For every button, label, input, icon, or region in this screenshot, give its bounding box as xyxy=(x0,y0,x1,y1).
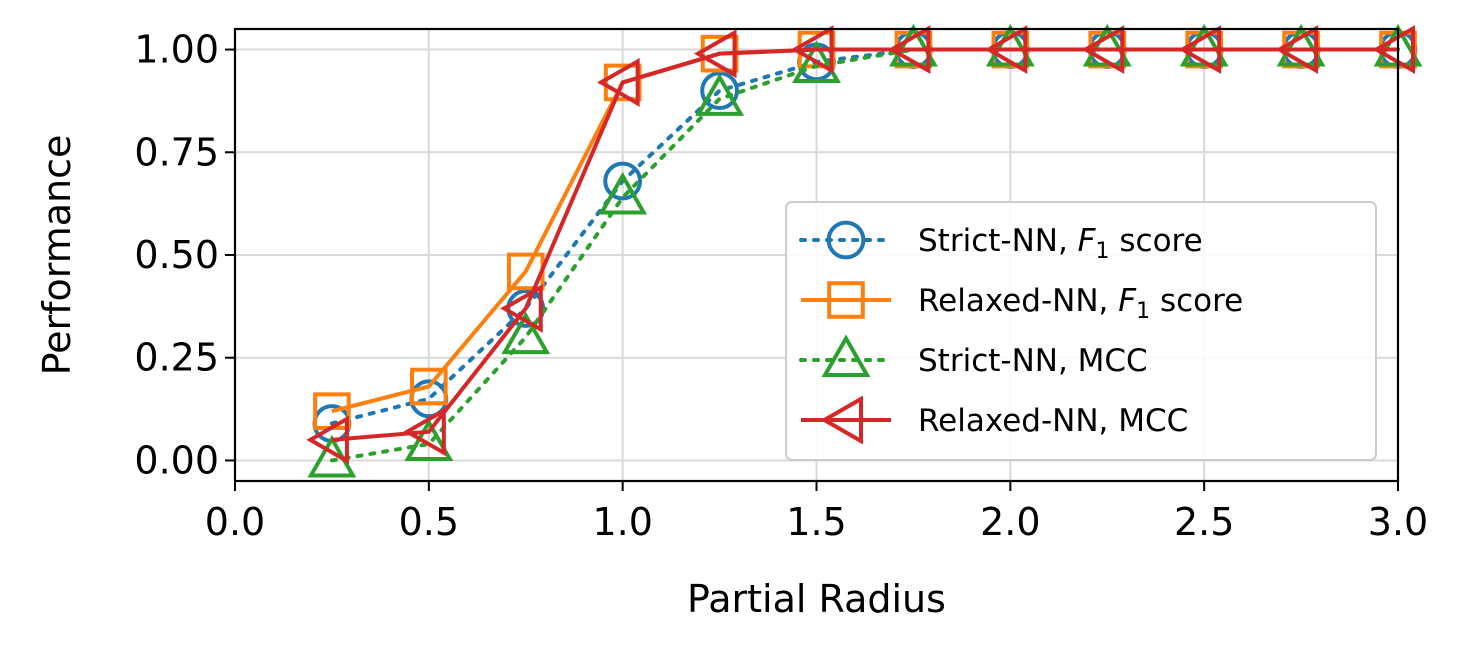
triangle-up-marker xyxy=(598,171,648,215)
circle-marker xyxy=(826,220,866,260)
legend-label-text: Relaxed-NN, MCC xyxy=(918,403,1188,439)
square-marker xyxy=(410,367,448,406)
legend-label: Strict-NN, MCC xyxy=(918,343,1148,379)
series-layer xyxy=(306,23,1423,478)
y-tick-label: 0.25 xyxy=(134,336,219,380)
triangle-left-marker xyxy=(306,415,349,465)
y-axis-label: Performance xyxy=(35,135,79,376)
square-marker xyxy=(827,281,865,319)
triangle-left-marker xyxy=(500,283,543,333)
triangle-left-marker xyxy=(887,25,931,74)
triangle-left-marker xyxy=(1081,25,1125,74)
y-tick-label: 0.50 xyxy=(134,233,219,277)
legend-label-text: Relaxed-NN, xyxy=(918,283,1118,319)
triangle-left-marker xyxy=(693,29,737,79)
triangle-up-marker xyxy=(1082,23,1132,67)
triangle-left-marker xyxy=(1372,25,1415,74)
x-tick-label: 3.0 xyxy=(1368,500,1428,544)
legend-label: Relaxed-NN, MCC xyxy=(918,403,1188,439)
x-tick-label: 0.5 xyxy=(399,500,459,544)
legend-entry: Strict-NN, MCC xyxy=(799,334,1148,379)
x-tick-label: 2.5 xyxy=(1174,500,1234,544)
x-tick-label: 0.0 xyxy=(205,500,265,544)
triangle-left-marker xyxy=(790,25,834,74)
legend-entry: Relaxed-NN, MCC xyxy=(801,395,1188,445)
y-tick-label: 0.00 xyxy=(134,438,219,482)
legend-entry: Strict-NN, F1 score xyxy=(799,220,1203,264)
triangle-up-marker xyxy=(821,334,871,377)
legend-label-text: Strict-NN, xyxy=(918,223,1078,259)
triangle-up-marker xyxy=(1179,23,1229,67)
triangle-left-marker xyxy=(403,407,446,457)
triangle-up-marker xyxy=(501,311,551,355)
circle-marker xyxy=(506,289,546,328)
legend-label-tail: score xyxy=(1110,223,1203,259)
y-tick-label: 1.00 xyxy=(134,28,219,72)
axis-ticks: 0.0 0.5 1.0 1.5 2.0 2.5 3.0 0.00 0.25 0.50 0.75 1.0… xyxy=(134,28,1428,544)
triangle-left-marker xyxy=(984,25,1028,74)
triangle-left-marker xyxy=(820,395,863,445)
legend-label-text: Strict-NN, MCC xyxy=(918,343,1148,379)
triangle-up-marker xyxy=(792,40,841,83)
legend-label-f: F xyxy=(1078,223,1097,259)
legend-label-f: F xyxy=(1118,283,1137,319)
legend-label: Strict-NN, F1 score xyxy=(918,223,1203,264)
x-tick-label: 1.5 xyxy=(786,500,846,544)
x-tick-label: 2.0 xyxy=(980,500,1040,544)
triangle-up-marker xyxy=(888,23,938,67)
x-axis-label: Partial Radius xyxy=(687,577,946,621)
triangle-up-marker xyxy=(404,418,454,462)
triangle-up-marker xyxy=(1276,23,1326,67)
x-tick-label: 1.0 xyxy=(592,500,652,544)
triangle-left-marker xyxy=(1178,25,1222,74)
circle-marker xyxy=(603,161,643,201)
legend-label: Relaxed-NN, F1 score xyxy=(918,283,1243,324)
triangle-left-marker xyxy=(597,57,640,107)
triangle-up-marker xyxy=(985,23,1035,67)
triangle-up-marker xyxy=(695,73,745,116)
legend-entry: Relaxed-NN, F1 score xyxy=(801,281,1243,324)
triangle-left-marker xyxy=(1275,25,1319,74)
legend-label-tail: score xyxy=(1150,283,1243,319)
series-4 xyxy=(306,25,1415,465)
legend-label-subscript: 1 xyxy=(1136,299,1150,324)
legend-box xyxy=(785,201,1377,461)
y-tick-label: 0.75 xyxy=(134,130,219,174)
legend-label-subscript: 1 xyxy=(1096,239,1110,264)
